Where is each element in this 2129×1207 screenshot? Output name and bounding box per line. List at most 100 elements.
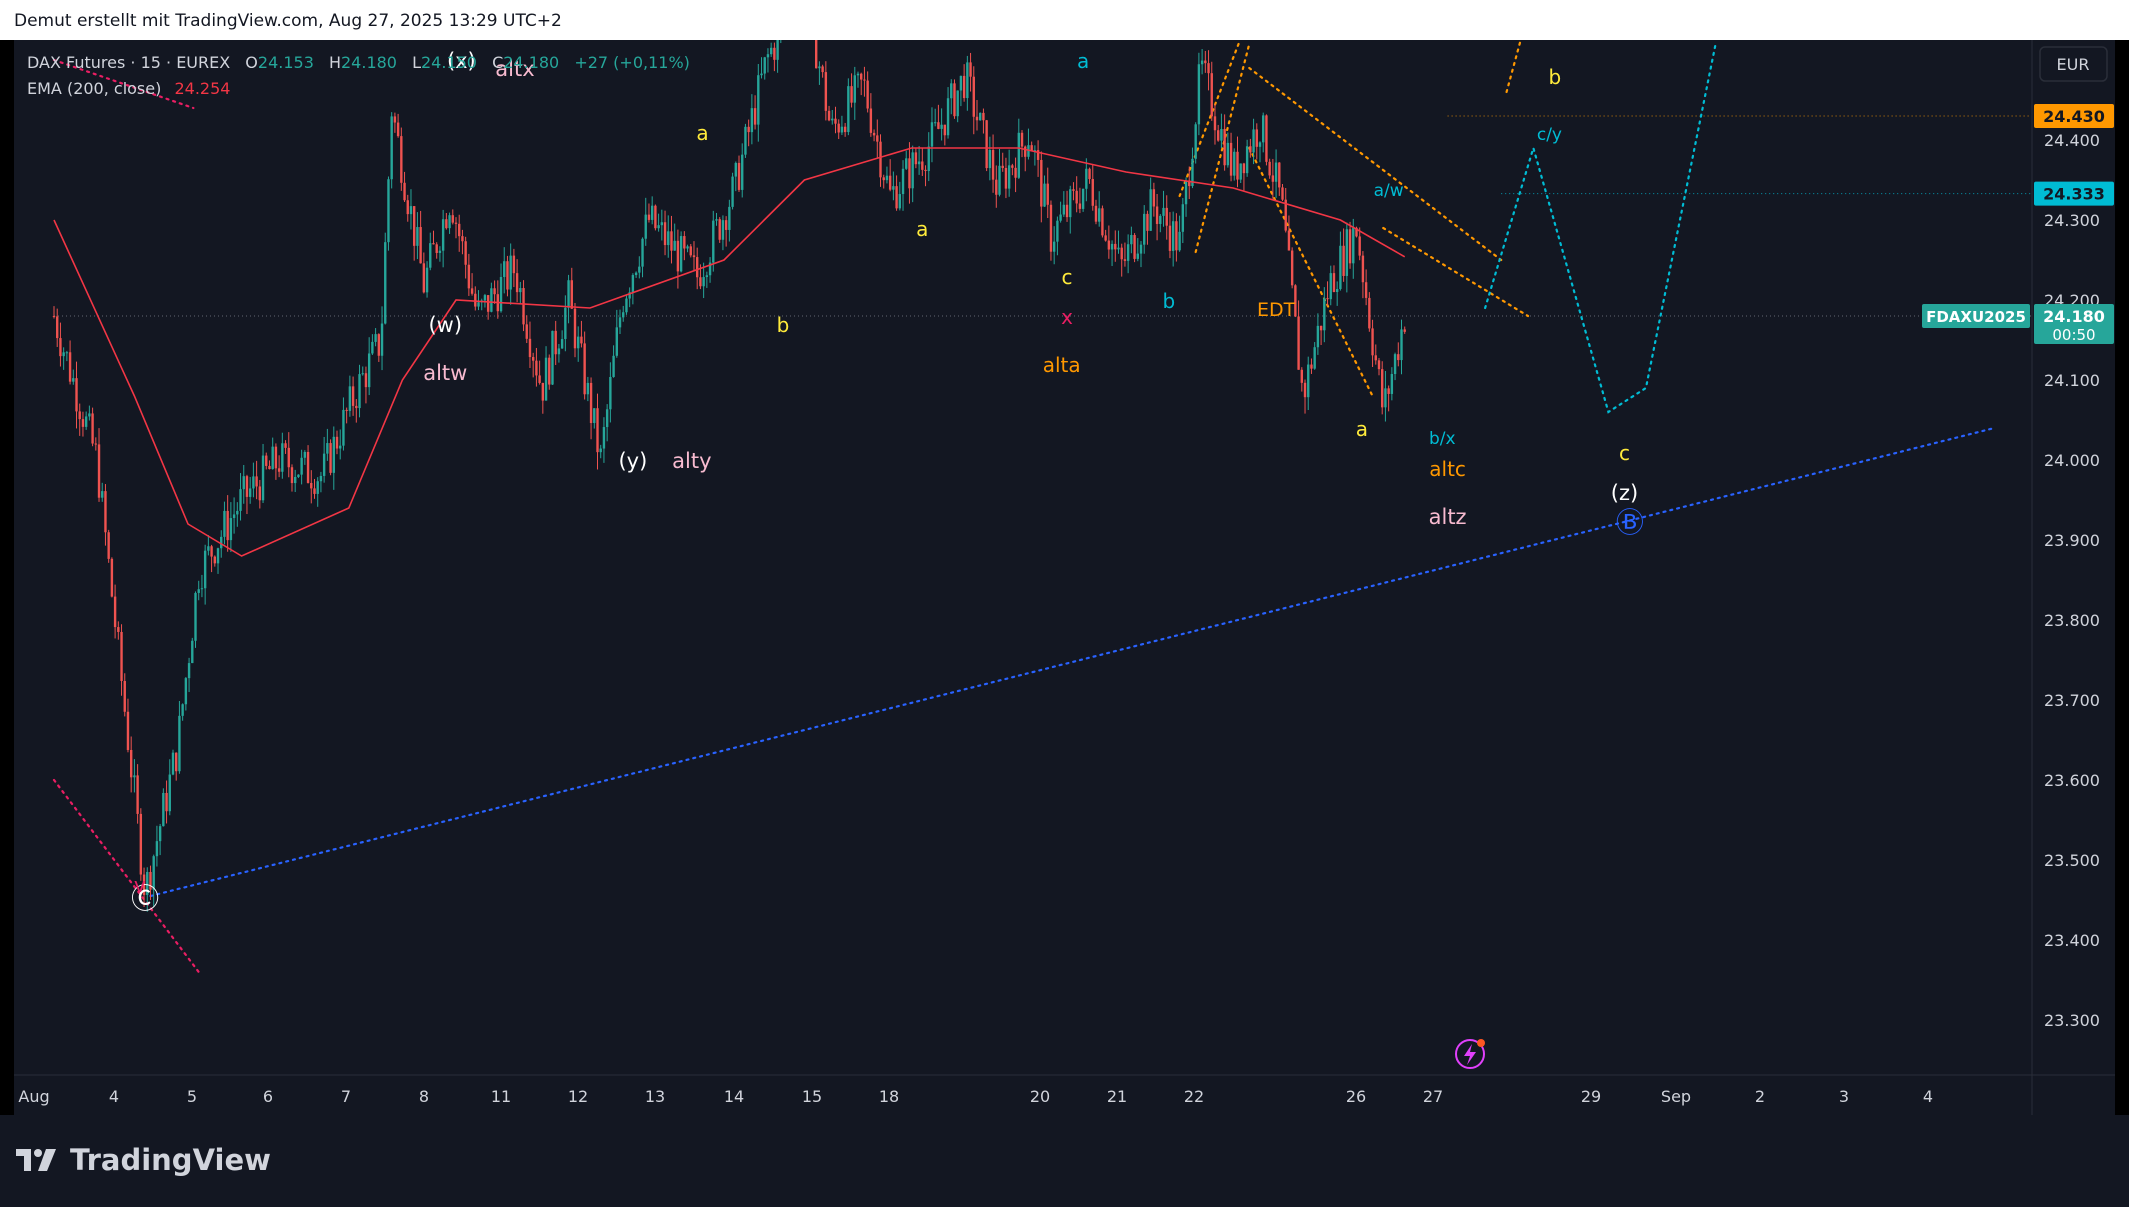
screenshot-header: Demut erstellt mit TradingView.com, Aug … [0, 0, 2129, 40]
candle-body [1323, 298, 1326, 331]
wave-label: b [1548, 65, 1561, 89]
candle-body [393, 116, 397, 123]
candle-body [162, 792, 165, 827]
candle-body [885, 175, 889, 181]
candle-body [1171, 221, 1175, 251]
candle-body [1287, 230, 1291, 251]
candle-body [329, 443, 332, 473]
candle-body [1381, 369, 1384, 408]
footer-bar [0, 1115, 2129, 1207]
candle-body [962, 75, 966, 99]
candle-body [470, 288, 474, 294]
candle-body [593, 408, 596, 424]
svg-text:EMA (200, close) 24.25: EMA (200, close) 24.254 [27, 79, 230, 98]
wave-labels: ⒶⒸⒷⒸv(x)altx(w)altw(y)altyabwaltxxcabacx… [131, 40, 1644, 915]
candle-body [1107, 240, 1111, 250]
candle-body [737, 162, 741, 190]
candle-body [1078, 203, 1082, 209]
candle-body [303, 451, 307, 458]
candle-body [570, 280, 573, 309]
currency-button[interactable]: EUR [2039, 46, 2108, 82]
price-label: 24.333 [2043, 185, 2105, 204]
candle-body [763, 57, 766, 74]
candle-body [589, 382, 593, 424]
candle-body [1123, 259, 1127, 261]
candle-body [544, 357, 548, 401]
candle-body [548, 357, 551, 385]
wave-label: (w) [428, 313, 462, 337]
candle-body [1072, 189, 1075, 191]
candle-body [705, 275, 709, 278]
candle-body [860, 73, 863, 80]
candle-body [528, 338, 532, 358]
candle-body [396, 122, 400, 137]
candle-body [721, 220, 725, 240]
candle-body [191, 640, 194, 664]
candle-body [326, 443, 329, 454]
candle-body [1020, 132, 1024, 147]
candle-body [1165, 207, 1168, 226]
candle-body [110, 558, 114, 597]
x-tick-label: 6 [263, 1087, 273, 1106]
candle-body [178, 715, 181, 772]
chart-frame[interactable]: ⒶⒸⒷⒸv(x)altx(w)altw(y)altyabwaltxxcabacx… [14, 40, 2115, 1115]
candle-body [245, 476, 249, 497]
candle-body [641, 238, 644, 267]
candle-body [84, 416, 88, 427]
candle-body [818, 66, 821, 69]
candle-body [458, 223, 461, 237]
y-tick-label: 23.400 [2044, 931, 2100, 950]
candle-body [699, 277, 702, 287]
candle-body [927, 146, 930, 171]
y-tick-label: 23.900 [2044, 531, 2100, 550]
candle-body [1194, 124, 1197, 159]
candle-body [605, 409, 609, 428]
candle-body [493, 288, 496, 295]
y-tick-label: 23.800 [2044, 611, 2100, 630]
candle-body [647, 214, 651, 220]
candle-body [1310, 364, 1313, 369]
ema-200-line [53, 147, 1406, 557]
chart-canvas[interactable]: ⒶⒸⒷⒸv(x)altx(w)altw(y)altyabwaltxxcabacx… [14, 40, 2115, 1115]
y-tick-label: 24.300 [2044, 211, 2100, 230]
candle-body [101, 491, 104, 498]
candle-body [596, 408, 599, 453]
candle-body [560, 339, 564, 349]
candle-body [1081, 188, 1085, 209]
candle-body [377, 334, 381, 356]
candle-body [91, 413, 94, 444]
x-tick-label: 7 [341, 1087, 351, 1106]
candle-body [374, 334, 377, 342]
y-tick-label: 23.500 [2044, 851, 2100, 870]
y-tick-label: 24.100 [2044, 371, 2100, 390]
wave-label: b [777, 313, 790, 337]
candle-body [638, 266, 641, 273]
candle-body [416, 227, 419, 246]
candle-body [406, 200, 409, 215]
candle-body [724, 220, 728, 230]
legend-ohlc-l-key: L [412, 53, 421, 72]
wave-label: c [1619, 441, 1630, 465]
candle-body [747, 126, 750, 133]
candle-body [1242, 163, 1246, 174]
candle-body [1262, 115, 1265, 143]
alert-lightning-icon[interactable] [1455, 1039, 1485, 1069]
candle-body [187, 663, 191, 679]
candle-body [1110, 243, 1114, 250]
candle-body [1200, 60, 1204, 65]
candle-body [429, 243, 432, 268]
candle-body [451, 215, 454, 223]
candle-body [876, 135, 879, 142]
candle-body [1043, 183, 1046, 207]
chart-legend[interactable]: DAX Futures · 15 · EUREX O24.153 H24.180… [27, 53, 690, 98]
candle-body [52, 316, 56, 317]
candle-body [297, 474, 300, 477]
candle-body [657, 225, 660, 229]
candle-body [287, 447, 290, 468]
x-tick-label: Aug [18, 1087, 49, 1106]
candle-body [322, 453, 326, 476]
candle-body [933, 122, 937, 124]
candle-body [959, 75, 963, 91]
candle-body [519, 288, 522, 293]
tradingview-logo[interactable]: TradingView [16, 1143, 271, 1177]
